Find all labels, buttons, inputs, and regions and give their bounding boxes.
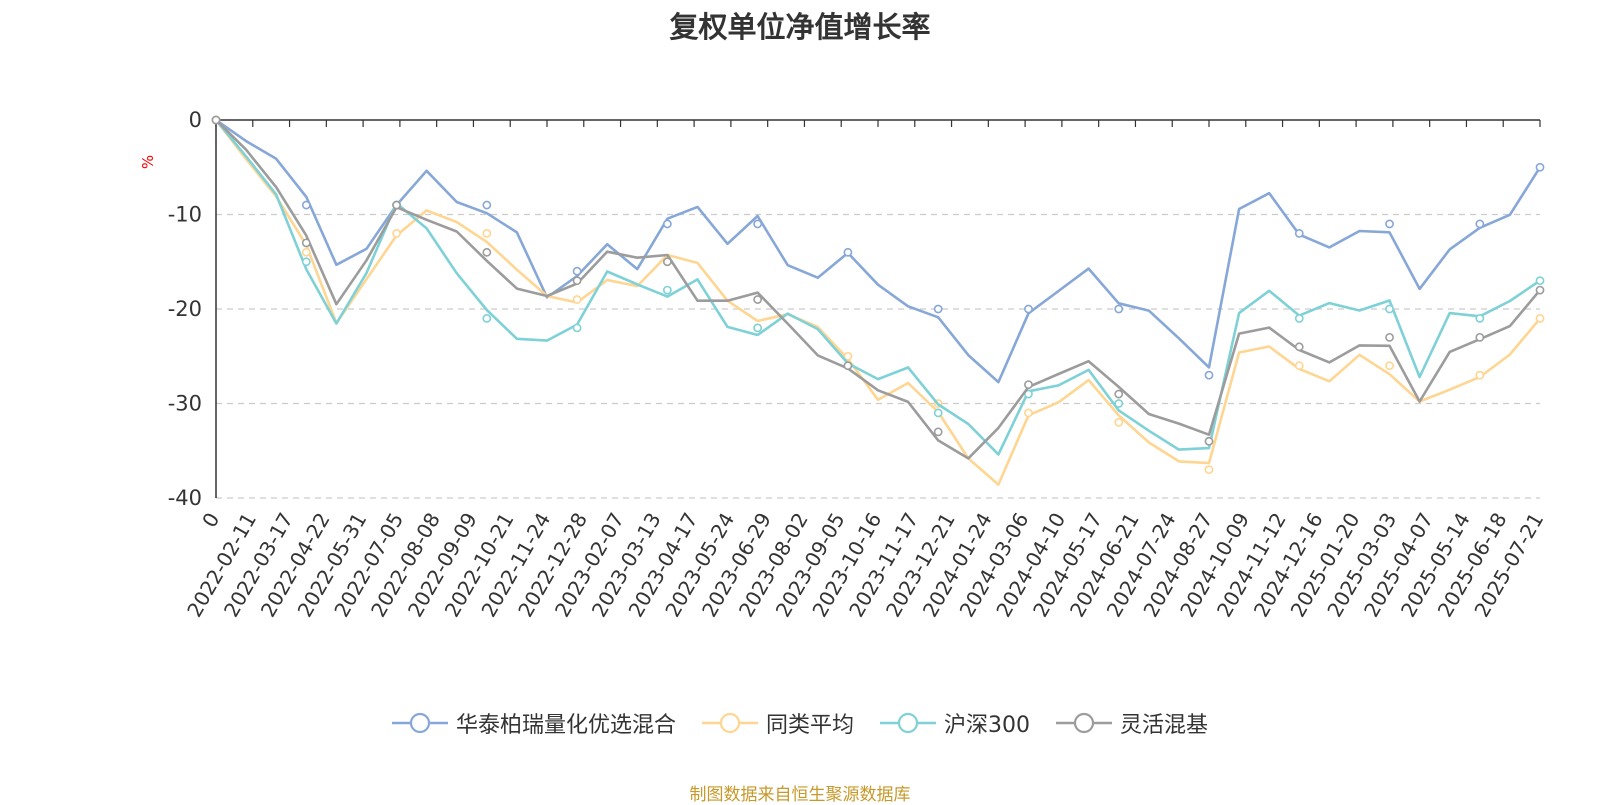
data-point (572, 266, 582, 276)
data-point (1475, 219, 1485, 229)
data-point (1114, 389, 1124, 399)
legend-marker (897, 712, 919, 734)
data-point (1535, 314, 1545, 323)
y-tick-label: -40 (168, 486, 202, 510)
data-point (933, 408, 943, 418)
legend-swatch-icon (1056, 712, 1112, 734)
data-point (301, 238, 311, 248)
legend-marker (409, 712, 431, 734)
legend-label: 灵活混基 (1120, 713, 1209, 738)
legend-item[interactable]: 沪深300 (880, 707, 1030, 739)
legend-swatch-icon (880, 712, 936, 734)
legend-marker (1073, 712, 1095, 734)
series-layer (211, 115, 1545, 486)
data-point (1114, 304, 1124, 314)
data-point (1294, 228, 1304, 238)
legend-label: 同类平均 (765, 713, 854, 738)
data-point (843, 247, 853, 257)
legend-item[interactable]: 同类平均 (701, 707, 854, 739)
data-point (392, 200, 401, 210)
data-point (301, 257, 311, 267)
data-point (1385, 332, 1394, 342)
series-line (215, 118, 1542, 384)
legend-marker (719, 712, 741, 734)
series-line (214, 119, 1541, 486)
data-point (933, 427, 943, 437)
data-point (843, 351, 853, 361)
data-point (211, 115, 221, 125)
y-tick-label: 0 (189, 108, 202, 132)
data-point (482, 247, 492, 257)
data-point (301, 200, 311, 210)
data-point (1114, 417, 1124, 427)
x-tick-label: 0 (197, 509, 224, 532)
legend-item[interactable]: 灵活混基 (1056, 707, 1208, 739)
data-point (392, 228, 401, 238)
data-point (482, 228, 492, 238)
data-point (1204, 370, 1214, 380)
data-point (572, 276, 582, 286)
legend-label: 沪深300 (944, 713, 1030, 738)
y-tick-label: -20 (168, 297, 202, 321)
data-point (753, 295, 763, 304)
data-point (1294, 314, 1304, 323)
series-line (215, 119, 1541, 460)
source-note: 制图数据来自恒生聚源数据库 (689, 785, 911, 805)
legend-label: 华泰柏瑞量化优选混合 (455, 713, 676, 738)
data-point (1204, 465, 1214, 475)
line-chart: 0-10-20-30-4002022-02-112022-03-172022-0… (139, 108, 1549, 621)
data-point (662, 219, 672, 229)
data-point (1535, 285, 1545, 295)
data-point (1385, 304, 1394, 314)
data-point (1024, 304, 1033, 314)
series-line (214, 119, 1541, 456)
legend-swatch-icon (391, 712, 448, 734)
data-point (1385, 361, 1394, 371)
y-axis-unit: % (139, 155, 157, 169)
data-point (1114, 399, 1124, 408)
legend-swatch-icon (701, 712, 758, 734)
data-point (1475, 370, 1485, 380)
data-point (482, 314, 492, 323)
data-point (1294, 342, 1304, 352)
data-point (933, 304, 943, 314)
y-tick-label: -10 (168, 203, 202, 227)
data-point (1024, 380, 1033, 389)
data-point (482, 200, 492, 210)
data-point (662, 285, 672, 295)
data-point (753, 323, 763, 333)
data-point (1535, 162, 1545, 172)
chart-title: 复权单位净值增长率 (669, 10, 931, 44)
data-point (1385, 219, 1394, 229)
data-point (1475, 314, 1485, 323)
y-tick-label: -30 (168, 392, 202, 416)
data-point (662, 257, 672, 267)
data-point (1204, 436, 1214, 446)
data-point (301, 247, 311, 257)
data-point (1535, 276, 1545, 286)
data-point (1475, 332, 1485, 342)
data-point (572, 295, 582, 304)
data-point (1024, 408, 1033, 418)
data-point (843, 361, 853, 371)
legend: 华泰柏瑞量化优选混合 同类平均 沪深300 灵活混基 (0, 707, 1600, 739)
data-point (572, 323, 582, 333)
axis-layer: 0-10-20-30-4002022-02-112022-03-172022-0… (168, 108, 1549, 621)
legend-item[interactable]: 华泰柏瑞量化优选混合 (391, 707, 676, 739)
data-point (1294, 361, 1304, 371)
data-point (753, 219, 763, 229)
